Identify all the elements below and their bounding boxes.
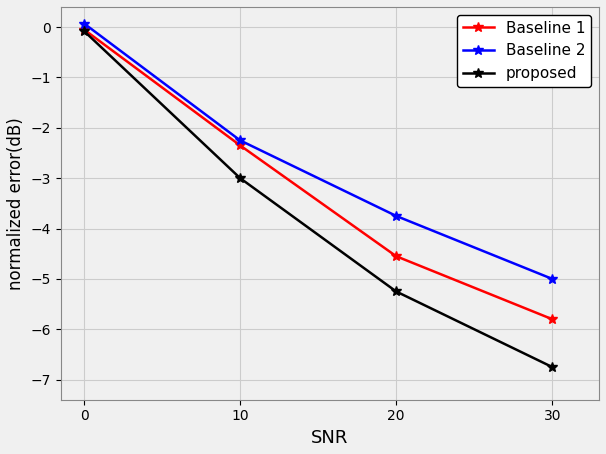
Baseline 2 xyxy=(81,21,88,26)
proposed xyxy=(393,289,400,294)
Y-axis label: normalized error(dB): normalized error(dB) xyxy=(7,117,25,290)
Baseline 2 xyxy=(236,138,244,143)
Baseline 1 xyxy=(236,143,244,148)
proposed xyxy=(81,29,88,34)
X-axis label: SNR: SNR xyxy=(311,429,348,447)
proposed xyxy=(236,175,244,181)
Line: Baseline 2: Baseline 2 xyxy=(79,19,557,284)
Baseline 2 xyxy=(548,276,556,281)
Line: proposed: proposed xyxy=(79,26,557,372)
Legend: Baseline 1, Baseline 2, proposed: Baseline 1, Baseline 2, proposed xyxy=(457,15,591,87)
Baseline 2 xyxy=(393,213,400,219)
Baseline 1 xyxy=(393,253,400,259)
proposed xyxy=(548,364,556,370)
Line: Baseline 1: Baseline 1 xyxy=(79,25,557,324)
Baseline 1 xyxy=(81,27,88,32)
Baseline 1 xyxy=(548,316,556,322)
